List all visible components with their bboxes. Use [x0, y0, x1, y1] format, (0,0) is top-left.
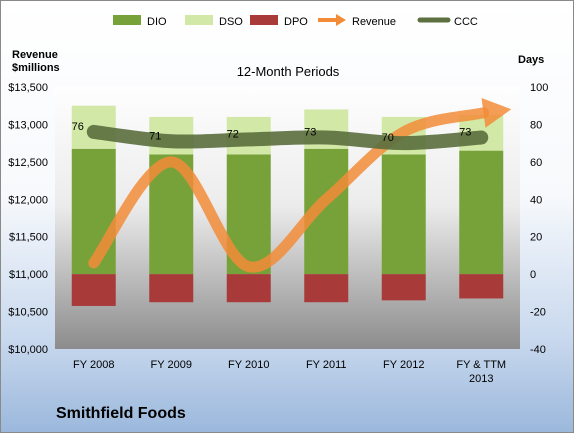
bar-dpo [71, 274, 116, 306]
x-tick-label: FY 2011 [306, 359, 347, 371]
right-tick-label: -40 [530, 344, 546, 356]
legend-label: DIO [147, 16, 167, 28]
left-tick-label: $11,500 [9, 232, 48, 244]
left-tick-label: $12,500 [8, 157, 48, 169]
bar-dpo [226, 274, 271, 303]
left-tick-label: $13,500 [8, 82, 48, 94]
left-tick-label: $10,500 [8, 307, 48, 319]
chart-subtitle: 12-Month Periods [237, 64, 340, 79]
x-tick-label: FY 2009 [151, 359, 192, 371]
legend-label: DPO [284, 16, 308, 28]
ccc-data-label: 73 [459, 127, 471, 139]
right-tick-label: 80 [530, 119, 542, 131]
left-tick-label: $12,000 [8, 194, 48, 206]
x-tick-label: FY 2012 [383, 359, 424, 371]
right-tick-label: 0 [530, 269, 536, 281]
legend-swatch [113, 15, 141, 25]
ccc-data-label: 72 [227, 128, 239, 140]
right-tick-label: 20 [530, 232, 542, 244]
left-axis-label-line2: $millions [12, 62, 60, 74]
x-axis-labels: FY 2008 FY 2009 FY 2010 FY 2011 FY 2012 FY & … [73, 359, 506, 385]
ccc-series: 76 71 72 73 70 73 [72, 121, 489, 151]
company-name: Smithfield Foods [56, 405, 186, 422]
right-axis-label: Days [518, 54, 544, 66]
revenue-line [88, 107, 489, 273]
x-tick-label: FY & TTM [456, 359, 506, 371]
legend-swatch [185, 15, 213, 25]
legend-arrowhead [336, 14, 346, 26]
right-tick-label: 100 [530, 82, 548, 94]
legend-label: DSO [219, 16, 243, 28]
bar-dio [381, 154, 426, 275]
bar-dpo [304, 274, 349, 303]
left-axis-ticks: $10,000 $10,500 $11,000 $11,500 $12,000 $12,5… [8, 82, 48, 356]
legend-swatch [250, 15, 278, 25]
revenue-series [88, 98, 512, 273]
ccc-data-label: 73 [304, 127, 316, 139]
ccc-data-label: 71 [149, 130, 161, 142]
left-tick-label: $11,000 [9, 269, 48, 281]
x-tick-label: FY 2008 [73, 359, 114, 371]
right-axis-ticks: -40 -20 0 20 40 60 80 100 [530, 82, 548, 356]
legend-label: Revenue [352, 16, 396, 28]
bar-dio [459, 150, 504, 275]
right-tick-label: 60 [530, 157, 542, 169]
revenue-arrowhead [481, 98, 512, 128]
bar-dpo [381, 274, 426, 301]
bar-dpo [459, 274, 504, 299]
x-tick-label: FY 2010 [228, 359, 269, 371]
ccc-data-label: 76 [72, 121, 84, 133]
left-axis-label-line1: Revenue [12, 49, 58, 61]
bar-dpo [149, 274, 194, 303]
left-tick-label: $13,000 [8, 119, 48, 131]
right-tick-label: 40 [530, 194, 542, 206]
left-tick-label: $10,000 [8, 344, 48, 356]
x-tick-label-line2: 2013 [469, 373, 493, 385]
legend: DIO DSO DPO Revenue CCC [113, 14, 478, 28]
right-tick-label: -20 [530, 307, 546, 319]
legend-label: CCC [454, 16, 478, 28]
ccc-line [86, 124, 489, 151]
ccc-data-label: 70 [382, 132, 394, 144]
